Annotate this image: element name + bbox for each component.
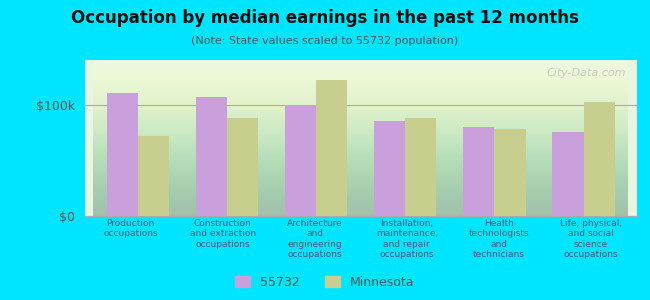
- Bar: [463, 127, 495, 216]
- Text: Occupation by median earnings in the past 12 months: Occupation by median earnings in the pas…: [71, 9, 579, 27]
- Bar: [196, 97, 227, 216]
- Text: Production
occupations: Production occupations: [103, 219, 158, 239]
- Text: (Note: State values scaled to 55732 population): (Note: State values scaled to 55732 popu…: [191, 36, 459, 46]
- Bar: [374, 121, 406, 216]
- Legend: 55732, Minnesota: 55732, Minnesota: [230, 271, 420, 294]
- Bar: [107, 93, 138, 216]
- Bar: [138, 136, 169, 216]
- Text: Construction
and extraction
occupations: Construction and extraction occupations: [190, 219, 255, 249]
- Text: City-Data.com: City-Data.com: [547, 68, 626, 78]
- Bar: [285, 105, 316, 216]
- Text: Life, physical,
and social
science
occupations: Life, physical, and social science occup…: [560, 219, 622, 259]
- Bar: [227, 118, 258, 216]
- Bar: [316, 80, 347, 216]
- Bar: [495, 129, 526, 216]
- Text: Health
technologists
and
technicians: Health technologists and technicians: [469, 219, 529, 259]
- Bar: [552, 132, 584, 216]
- Bar: [584, 102, 615, 216]
- Text: Installation,
maintenance,
and repair
occupations: Installation, maintenance, and repair oc…: [376, 219, 438, 259]
- Bar: [406, 118, 437, 216]
- Text: Architecture
and
engineering
occupations: Architecture and engineering occupations: [287, 219, 343, 259]
